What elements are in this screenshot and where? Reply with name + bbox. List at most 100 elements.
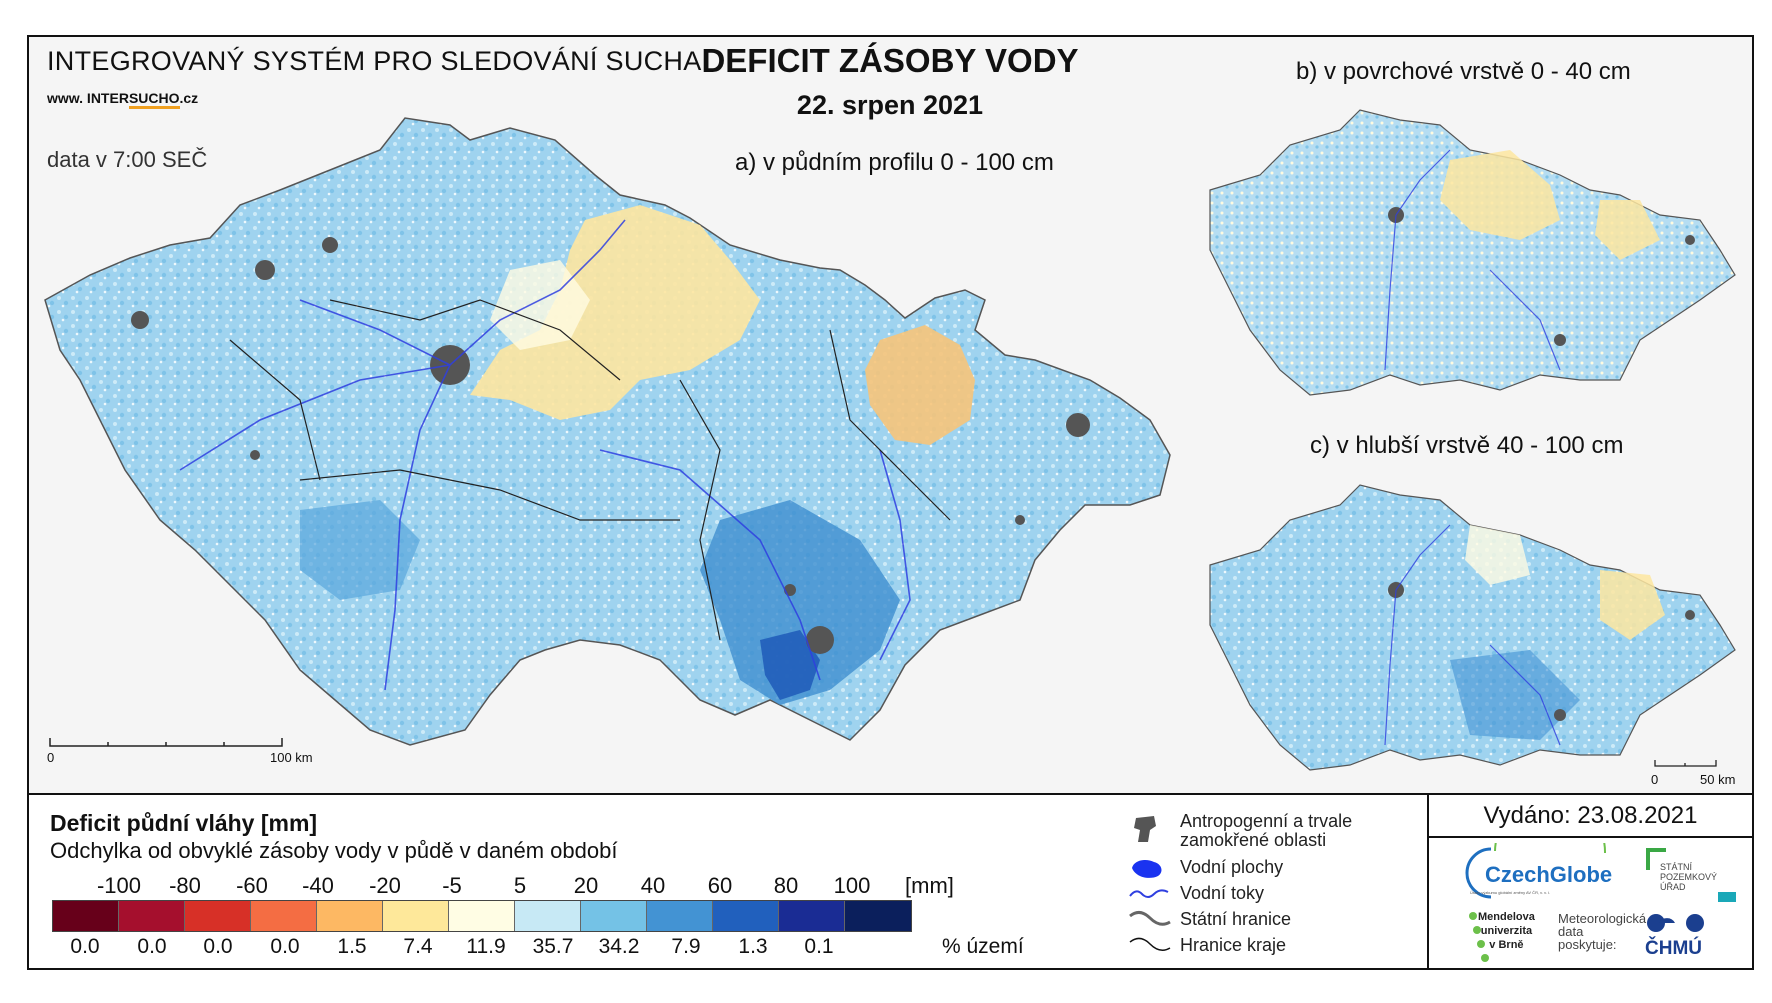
issued-divider (1427, 836, 1754, 838)
legend-swatch (515, 901, 581, 931)
legend-swatch (317, 901, 383, 931)
legend-title: Deficit půdní vláhy [mm] (50, 810, 318, 836)
system-title: INTEGROVANÝ SYSTÉM PRO SLEDOVÁNÍ SUCHA (47, 46, 702, 76)
map-a (44, 117, 1171, 747)
legend-swatch (449, 901, 515, 931)
legend-anthropogenic: Antropogenní a trvale zamokřené oblasti (1180, 811, 1353, 850)
data-time: data v 7:00 SEČ (47, 147, 208, 172)
map-b-rivers (1384, 149, 1561, 371)
issued-box (1427, 795, 1754, 970)
main-title: DEFICIT ZÁSOBY VODY (701, 42, 1079, 79)
legend-swatch (119, 901, 185, 931)
map-a-label: a) v půdním profilu 0 - 100 cm (735, 149, 1054, 176)
map-a-wet-south (700, 500, 900, 705)
map-c (1209, 484, 1736, 771)
map-a-dry-north (470, 205, 760, 420)
map-a-rivers (179, 219, 911, 691)
legend-percent: 1.3 (738, 935, 768, 958)
map-date: 22. srpen 2021 (796, 90, 984, 120)
map-a-wet-west (300, 500, 420, 600)
chmu-name: ČHMÚ (1645, 938, 1702, 959)
legend-percent: 34.2 (598, 935, 640, 958)
legend-percent-unit: % území (942, 935, 1024, 958)
legend-percent: 0.0 (270, 935, 300, 958)
map-a-scale-zero: 0 (47, 750, 55, 765)
legend-state-border: Státní hranice (1180, 909, 1292, 929)
map-a-scale-end: 100 km (270, 750, 313, 765)
czechglobe-name: CzechGlobe (1485, 862, 1613, 887)
legend-percent: 11.9 (466, 935, 506, 958)
region-border-icon (1129, 937, 1171, 951)
map-a-wet-core (760, 630, 820, 700)
legend-percent: 7.9 (671, 935, 701, 958)
meteo-data-label: Meteorologická data poskytuje: (1558, 911, 1647, 952)
legend-region-border: Hranice kraje (1180, 935, 1287, 955)
map-a-dry-pale (490, 260, 590, 350)
legend-tick: 60 (707, 873, 733, 898)
map-c-label: c) v hlubší vrstvě 40 - 100 cm (1310, 432, 1624, 459)
map-c-scale-bar (1654, 760, 1717, 767)
spu-accent-icon (1718, 892, 1736, 902)
legend-swatch (779, 901, 845, 931)
stream-icon (1129, 889, 1169, 898)
website-link[interactable]: www. INTERSUCHO.cz (47, 90, 198, 109)
spu-logo-icon (1646, 848, 1666, 870)
legend-percent: 7.4 (403, 935, 433, 958)
map-b-label: b) v povrchové vrstvě 0 - 40 cm (1296, 58, 1631, 85)
legend-swatch (647, 901, 713, 931)
legend-tick: -60 (236, 873, 268, 898)
map-a-region-borders (229, 299, 951, 641)
map-c-wet (1450, 650, 1580, 740)
legend-swatch (251, 901, 317, 931)
spu-logo: STÁTNÍ POZEMKOVÝ ÚŘAD (1660, 862, 1718, 892)
map-a-country (44, 117, 1171, 746)
legend-subtitle: Odchylka od obvyklé zásoby vody v půdě v… (50, 838, 618, 863)
legend-percent: 1.5 (337, 935, 367, 958)
legend-tick: -20 (369, 873, 401, 898)
legend-swatch (53, 901, 119, 931)
map-c-rivers (1384, 524, 1561, 746)
legend-tick: -40 (302, 873, 334, 898)
legend-swatch (845, 901, 911, 931)
legend-percent: 0.1 (804, 935, 834, 958)
map-b (1209, 109, 1736, 396)
map-b-dry-east (1595, 200, 1660, 260)
map-b-dry (1440, 150, 1560, 240)
legend-swatch (185, 901, 251, 931)
map-a-scale-bar (49, 738, 283, 747)
legend-percent: 0.0 (137, 935, 167, 958)
legend-percent: 35.7 (532, 935, 574, 958)
urban-area-icon (1134, 816, 1156, 842)
legend-water-streams: Vodní toky (1180, 883, 1265, 903)
water-body-icon (1132, 860, 1162, 878)
legend-swatch (713, 901, 779, 931)
chmu-logo-icon (1647, 914, 1704, 932)
maps-svg (44, 109, 1736, 771)
map-c-scale-zero: 0 (1651, 772, 1659, 787)
map-c-scale-end: 50 km (1700, 772, 1736, 787)
mendelu-logo: Mendelova univerzita v Brně (1478, 911, 1535, 951)
state-border-icon (1129, 911, 1171, 926)
legend-unit: [mm] (905, 873, 954, 898)
legend-swatch (581, 901, 647, 931)
czechglobe-subtitle: Ústav výzkumu globální změny AV ČR, v. v… (1470, 890, 1551, 895)
map-c-country (1209, 484, 1736, 771)
issued-date: Vydáno: 23.08.2021 (1483, 802, 1698, 829)
figure-frame (27, 35, 1754, 970)
legend-water-bodies: Vodní plochy (1180, 857, 1284, 877)
legend-tick: 100 (833, 873, 871, 898)
map-a-dry-northeast (865, 325, 975, 445)
legend-tick: -5 (442, 873, 462, 898)
legend-tick: 40 (640, 873, 666, 898)
legend-tick: 80 (773, 873, 799, 898)
map-c-dry-north (1465, 525, 1530, 585)
legend-tick: 20 (573, 873, 599, 898)
czechglobe-logo (1465, 843, 1607, 899)
legend-percent: 0.0 (203, 935, 233, 958)
legend-percent: 0.0 (70, 935, 100, 958)
map-c-dry (1600, 570, 1665, 640)
map-b-country (1209, 109, 1736, 396)
mendelu-dots-icon (1469, 912, 1489, 962)
legend-tick: 5 (513, 873, 527, 898)
legend-tick: -100 (96, 873, 142, 898)
